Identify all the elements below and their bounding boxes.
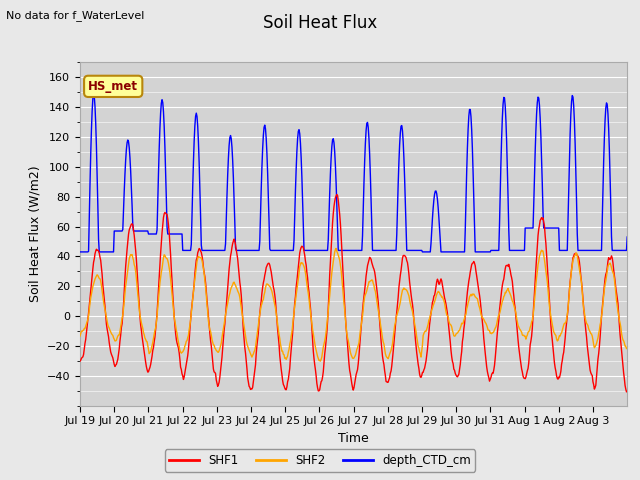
Text: Soil Heat Flux: Soil Heat Flux [263,14,377,33]
Legend: SHF1, SHF2, depth_CTD_cm: SHF1, SHF2, depth_CTD_cm [164,449,476,472]
Text: HS_met: HS_met [88,80,138,93]
X-axis label: Time: Time [338,432,369,444]
Y-axis label: Soil Heat Flux (W/m2): Soil Heat Flux (W/m2) [28,166,41,302]
Text: No data for f_WaterLevel: No data for f_WaterLevel [6,10,145,21]
